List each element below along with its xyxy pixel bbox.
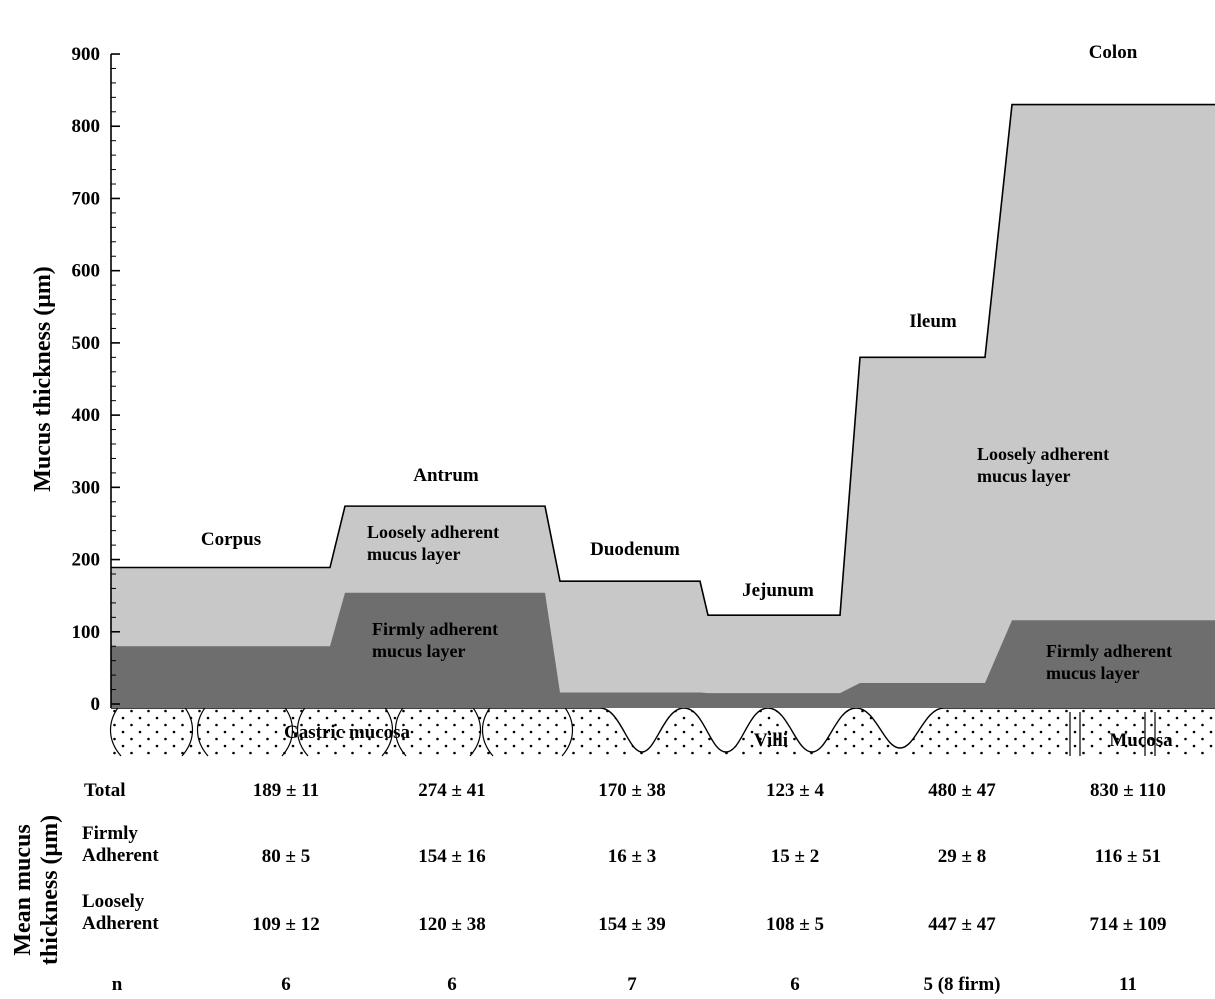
table-cell-r3-c1: 6 [447, 974, 457, 995]
table-cell-r1-c0: 80 ± 5 [262, 846, 310, 867]
y-tick-label-700: 700 [72, 188, 101, 209]
data-table: Total 189 ± 11 274 ± 41 170 ± 38 123 ± 4 480 … [10, 780, 1166, 995]
y-tick-label-800: 800 [72, 116, 101, 137]
table-row-label-line: Adherent [82, 845, 159, 866]
region-label-jejunum: Jejunum [742, 580, 814, 601]
y-tick-label-400: 400 [72, 405, 101, 426]
table-cell-r0-c2: 170 ± 38 [598, 780, 665, 801]
table-cell-r1-c2: 16 ± 3 [608, 846, 656, 867]
y-tick-label-500: 500 [72, 333, 101, 354]
gastric-pit-1 [196, 703, 294, 757]
colon-crypt-0 [1069, 712, 1081, 756]
region-label-ileum: Ileum [909, 311, 957, 332]
table-side-label: Mean mucusthickness (μm) [10, 815, 63, 965]
table-cell-r0-c1: 274 ± 41 [418, 780, 485, 801]
table-row-label-0: Total [84, 780, 126, 801]
gastric-pit-2 [296, 703, 394, 757]
colon-crypt-1 [1144, 712, 1156, 756]
table-cell-r0-c5: 830 ± 110 [1090, 780, 1166, 801]
table-row-label-2: Loosely Adherent [82, 891, 159, 934]
firm-layer-label-colon-line: mucus layer [1046, 663, 1140, 683]
table-cell-r1-c3: 15 ± 2 [771, 846, 819, 867]
area-layer [111, 103, 1215, 709]
gastric-mucosa-label: Gastric mucosa [284, 722, 411, 743]
y-tick-label-900: 900 [72, 44, 101, 65]
colon-mucosa-label: Mucosa [1109, 730, 1173, 751]
loose-layer-label-antrum-line: Loosely adherent [367, 522, 499, 542]
loose-layer-label-colon: Loosely adherent mucus layer [977, 444, 1109, 486]
table-cell-r3-c4: 5 (8 firm) [923, 974, 1000, 995]
region-label-corpus: Corpus [201, 529, 261, 550]
loose-layer-label-colon-line: Loosely adherent [977, 444, 1109, 464]
table-cell-r0-c4: 480 ± 47 [928, 780, 996, 801]
loose-layer-label-colon-line: mucus layer [977, 466, 1071, 486]
chart-labels: Corpus Antrum Duodenum Jejunum Ileum Colon Loo… [201, 42, 1173, 751]
table-cell-r1-c4: 29 ± 8 [938, 846, 986, 867]
region-label-duodenum: Duodenum [590, 539, 680, 560]
table-cell-r2-c2: 154 ± 39 [598, 914, 665, 935]
table-cell-r0-c3: 123 ± 4 [766, 780, 824, 801]
firm-layer-label-antrum: Firmly adherent mucus layer [372, 619, 498, 661]
table-cell-r1-c5: 116 ± 51 [1095, 846, 1161, 867]
table-row-label-1: Firmly Adherent [82, 823, 159, 866]
y-axis: 0 100 200 300 400 500 600 700 800 900 Mucus thickn… [30, 44, 120, 715]
firm-layer-label-colon: Firmly adherent mucus layer [1046, 641, 1172, 683]
y-tick-label-300: 300 [72, 477, 101, 498]
y-tick-label-200: 200 [72, 550, 101, 571]
y-tick-label-600: 600 [72, 261, 101, 282]
table-side-label-line: thickness (μm) [37, 815, 63, 965]
total-mucus-line [111, 103, 1215, 616]
gastric-pit-4 [481, 703, 574, 757]
firm-layer-label-antrum-line: mucus layer [372, 641, 466, 661]
table-cell-r2-c4: 447 ± 47 [928, 914, 996, 935]
table-cell-r3-c5: 11 [1119, 974, 1137, 995]
gastric-pit-3 [394, 703, 482, 757]
table-cell-r2-c0: 109 ± 12 [252, 914, 319, 935]
villi-label: Villi [754, 730, 788, 751]
y-axis-title: Mucus thickness (μm) [30, 266, 56, 492]
y-tick-label-0: 0 [91, 694, 101, 715]
loose-layer-label-antrum-line: mucus layer [367, 544, 461, 564]
table-cell-r1-c1: 154 ± 16 [418, 846, 485, 867]
total-mucus-area [111, 104, 1215, 709]
table-row-label-line: Adherent [82, 913, 159, 934]
table-row-label-line: Firmly [82, 823, 138, 844]
firm-layer-label-antrum-line: Firmly adherent [372, 619, 498, 639]
mucosa-layer [109, 703, 1215, 757]
table-cell-r3-c2: 7 [627, 974, 637, 995]
firm-mucus-area [111, 592, 1215, 708]
y-tick-label-100: 100 [72, 622, 101, 643]
table-side-label-line: Mean mucus [10, 824, 36, 955]
table-cell-r2-c5: 714 ± 109 [1090, 914, 1167, 935]
table-row-label-3: n [112, 974, 123, 995]
table-cell-r2-c3: 108 ± 5 [766, 914, 824, 935]
firm-layer-label-colon-line: Firmly adherent [1046, 641, 1172, 661]
region-label-colon: Colon [1089, 42, 1138, 63]
region-label-antrum: Antrum [413, 465, 479, 486]
gastric-pit-0 [109, 703, 194, 757]
table-cell-r2-c1: 120 ± 38 [418, 914, 485, 935]
mucosa-tissue [111, 708, 1215, 756]
table-cell-r3-c3: 6 [790, 974, 800, 995]
table-row-label-line: Loosely [82, 891, 145, 912]
table-cell-r3-c0: 6 [281, 974, 291, 995]
loose-layer-label-antrum: Loosely adherent mucus layer [367, 522, 499, 564]
table-cell-r0-c0: 189 ± 11 [253, 780, 319, 801]
